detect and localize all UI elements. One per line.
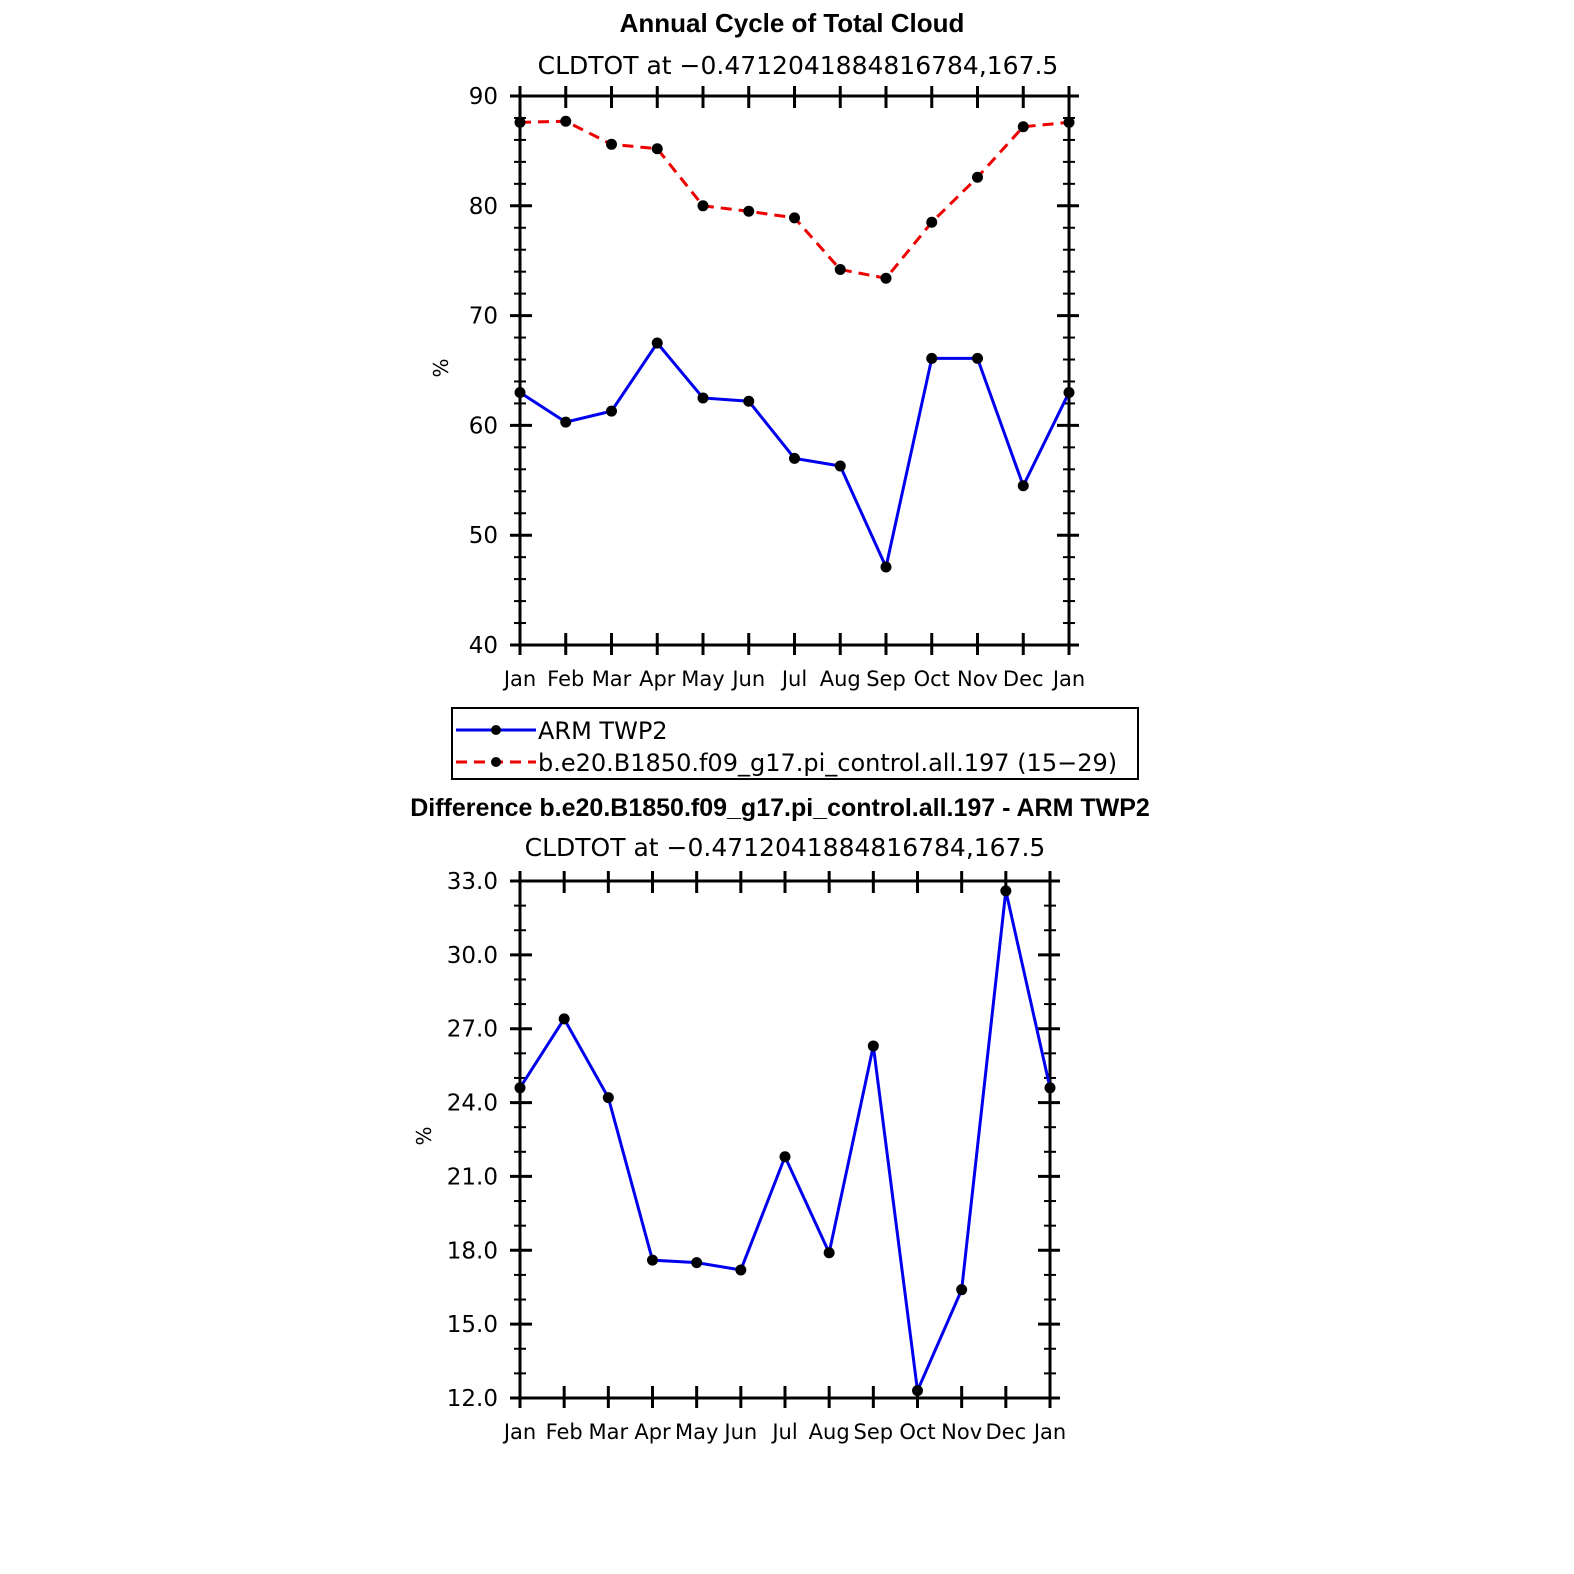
data-point bbox=[867, 1040, 879, 1052]
x-tick-label: Dec bbox=[1003, 667, 1044, 691]
data-point bbox=[560, 115, 572, 127]
y-tick-label: 21.0 bbox=[447, 1164, 498, 1190]
difference-chart: Difference b.e20.B1850.f09_g17.pi_contro… bbox=[410, 794, 1150, 1444]
legend-marker-model bbox=[491, 757, 501, 767]
data-point bbox=[1063, 386, 1075, 398]
y-tick-label: 24.0 bbox=[447, 1091, 498, 1117]
data-point bbox=[912, 1385, 923, 1397]
data-point bbox=[697, 200, 709, 212]
data-point bbox=[697, 392, 709, 404]
data-point bbox=[602, 1092, 614, 1104]
data-point bbox=[735, 1264, 747, 1276]
x-tick-label: Jan bbox=[502, 667, 536, 691]
annual-cycle-chart: Annual Cycle of Total Cloud CLDTOT at −0… bbox=[429, 8, 1085, 691]
data-point bbox=[514, 386, 526, 398]
x-tick-label: Aug bbox=[809, 1420, 850, 1444]
y-tick-label: 30.0 bbox=[447, 943, 498, 969]
data-point bbox=[691, 1257, 703, 1269]
x-tick-label: Jul bbox=[780, 667, 807, 691]
data-point bbox=[972, 352, 983, 364]
x-tick-label: Feb bbox=[546, 1420, 583, 1444]
y-tick-label: 40 bbox=[469, 633, 498, 659]
chart-title: Difference b.e20.B1850.f09_g17.pi_contro… bbox=[410, 794, 1150, 822]
x-tick-label: Nov bbox=[941, 1420, 982, 1444]
y-tick-label: 15.0 bbox=[447, 1312, 498, 1338]
x-tick-label: Mar bbox=[592, 667, 632, 691]
x-tick-label: Dec bbox=[986, 1420, 1027, 1444]
legend: ARM TWP2 b.e20.B1850.f09_g17.pi_control.… bbox=[451, 707, 1139, 780]
data-point bbox=[834, 263, 846, 275]
x-tick-label: Jun bbox=[722, 1420, 757, 1444]
y-axis-label: % bbox=[429, 358, 453, 377]
data-point bbox=[779, 1151, 791, 1163]
data-point bbox=[789, 212, 800, 224]
data-point bbox=[1044, 1082, 1056, 1094]
data-point bbox=[926, 352, 938, 364]
x-tick-label: Sep bbox=[854, 1420, 894, 1444]
y-tick-label: 12.0 bbox=[447, 1386, 498, 1412]
data-point bbox=[647, 1254, 658, 1266]
legend-box bbox=[451, 707, 1139, 780]
y-tick-label: 27.0 bbox=[447, 1017, 498, 1043]
data-point bbox=[651, 143, 663, 155]
legend-marker-arm-twp2 bbox=[491, 725, 501, 735]
legend-label-model: b.e20.B1850.f09_g17.pi_control.all.197 (… bbox=[538, 749, 1117, 777]
data-point bbox=[834, 460, 846, 472]
plot-frame bbox=[518, 94, 1071, 647]
data-point bbox=[1017, 480, 1029, 492]
x-tick-label: Apr bbox=[634, 1420, 671, 1444]
data-point bbox=[823, 1247, 835, 1259]
y-tick-label: 18.0 bbox=[447, 1238, 498, 1264]
y-tick-label: 80 bbox=[469, 194, 498, 220]
chart-title: Annual Cycle of Total Cloud bbox=[620, 8, 965, 38]
data-point bbox=[743, 205, 755, 217]
x-tick-label: May bbox=[681, 667, 724, 691]
x-tick-label: Sep bbox=[866, 667, 906, 691]
data-point bbox=[1000, 885, 1012, 897]
y-axis-label: % bbox=[412, 1126, 436, 1145]
data-point bbox=[558, 1013, 570, 1025]
data-point bbox=[789, 452, 800, 464]
y-tick-label: 33.0 bbox=[447, 869, 498, 895]
x-tick-label: Aug bbox=[820, 667, 861, 691]
plot-frame bbox=[518, 879, 1052, 1400]
x-tick-label: Oct bbox=[914, 667, 950, 691]
x-tick-label: Jan bbox=[1051, 667, 1085, 691]
x-tick-label: Jan bbox=[502, 1420, 536, 1444]
series-line-0 bbox=[518, 890, 1052, 1397]
y-tick-label: 50 bbox=[469, 523, 498, 549]
data-point bbox=[514, 1082, 526, 1094]
data-point bbox=[1063, 116, 1075, 128]
x-tick-label: Jun bbox=[730, 667, 765, 691]
y-tick-label: 70 bbox=[469, 304, 498, 330]
data-point bbox=[560, 416, 572, 428]
x-tick-label: Oct bbox=[899, 1420, 935, 1444]
x-tick-label: Feb bbox=[547, 667, 584, 691]
x-tick-label: Jan bbox=[1032, 1420, 1066, 1444]
y-tick-label: 90 bbox=[469, 84, 498, 110]
data-point bbox=[743, 395, 755, 407]
x-tick-label: Nov bbox=[957, 667, 998, 691]
chart-subtitle: CLDTOT at −0.4712041884816784,167.5 bbox=[538, 51, 1059, 80]
x-tick-label: Jul bbox=[770, 1420, 797, 1444]
data-point bbox=[880, 561, 892, 573]
data-point bbox=[880, 272, 892, 284]
data-point bbox=[606, 405, 617, 417]
data-point bbox=[651, 337, 663, 349]
data-point bbox=[514, 116, 526, 128]
legend-label-arm-twp2: ARM TWP2 bbox=[538, 717, 668, 745]
y-tick-label: 60 bbox=[469, 413, 498, 439]
data-point bbox=[1017, 121, 1029, 133]
data-point bbox=[606, 138, 617, 150]
data-point bbox=[956, 1284, 968, 1296]
series-line-1 bbox=[519, 119, 1070, 280]
data-point bbox=[926, 216, 938, 228]
x-tick-label: May bbox=[675, 1420, 718, 1444]
x-tick-label: Mar bbox=[589, 1420, 629, 1444]
data-point bbox=[972, 171, 983, 183]
x-tick-label: Apr bbox=[639, 667, 676, 691]
chart-subtitle: CLDTOT at −0.4712041884816784,167.5 bbox=[525, 833, 1046, 862]
